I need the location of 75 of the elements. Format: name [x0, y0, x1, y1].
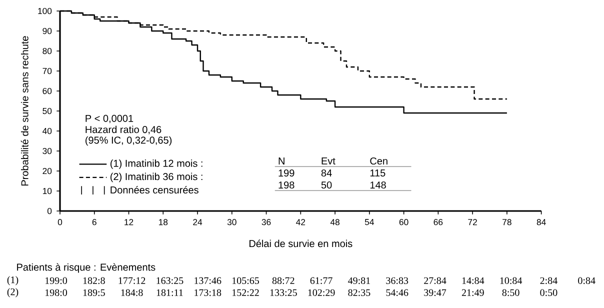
text: (2)	[7, 288, 18, 298]
x-tick-label: 42	[296, 219, 306, 226]
y-tick-label: 60	[42, 88, 52, 94]
text: 54:46	[386, 289, 408, 296]
text: 36:83	[386, 277, 408, 284]
text: 14:84	[462, 277, 484, 284]
text: 8:50	[502, 289, 520, 296]
annotation: Données censurées	[110, 186, 198, 194]
annotation: 84	[321, 169, 332, 177]
x-tick-label: 36	[262, 219, 271, 226]
y-tick-label: 30	[42, 148, 52, 154]
text: 88:72	[272, 277, 294, 284]
text: (1)	[7, 276, 18, 286]
legend-label: (2) Imatinib 36 mois :	[110, 172, 202, 182]
text: 152:22	[232, 289, 259, 296]
annotation: Cen	[370, 157, 388, 165]
text: 21:49	[462, 289, 484, 296]
text: 2:84	[540, 277, 558, 284]
text: 199:0	[45, 277, 68, 284]
x-axis-title: Délai de survie en mois	[250, 240, 352, 248]
annotation: P < 0,0001	[86, 114, 134, 124]
x-tick-label: 48	[330, 219, 340, 226]
text: 49:81	[348, 277, 370, 284]
text: 105:65	[232, 277, 259, 284]
y-tick-label: 10	[42, 188, 52, 194]
text: 189:5	[83, 289, 105, 296]
text: 177:12	[118, 277, 146, 284]
text: 181:11	[156, 289, 183, 296]
text: 0:50	[540, 289, 558, 296]
x-tick-label: 6	[92, 219, 96, 226]
x-tick-label: 18	[158, 219, 168, 226]
text: 27:84	[424, 277, 446, 284]
text: 133:25	[270, 289, 297, 296]
x-tick-label: 72	[468, 219, 477, 226]
text: 82:35	[348, 289, 370, 296]
y-tick-label: 20	[42, 168, 52, 174]
text: 102:29	[308, 289, 335, 296]
x-tick-label: 78	[502, 219, 512, 226]
text: 182:8	[83, 277, 105, 284]
y-tick-label: 40	[42, 128, 52, 134]
annotation: 199	[278, 169, 294, 177]
y-axis-title: Probabilité de survie sans rechute	[20, 36, 28, 186]
annotation: N	[278, 158, 284, 164]
x-tick-label: 84	[536, 219, 546, 226]
text: 39:47	[424, 289, 446, 296]
x-tick-label: 24	[193, 219, 202, 226]
x-tick-label: 12	[124, 219, 134, 226]
x-tick-label: 60	[399, 219, 408, 226]
text: 173:18	[194, 289, 222, 296]
text: 184:8	[121, 289, 143, 296]
y-tick-label: 90	[42, 28, 52, 34]
y-tick-label: 80	[42, 48, 52, 54]
annotation: Evt	[322, 158, 336, 164]
text: 137:46	[194, 277, 222, 284]
y-tick-label: 50	[42, 108, 52, 114]
annotation: 115	[370, 170, 386, 176]
x-tick-label: 66	[434, 219, 443, 226]
annotation: (95% IC, 0,32-0,65)	[86, 136, 172, 146]
text: 61:77	[310, 277, 332, 284]
legend-label: (1) Imatinib 12 mois :	[110, 160, 202, 169]
y-tick-label: 70	[42, 68, 52, 74]
text: Patients à risque : Evènements	[17, 263, 156, 273]
x-tick-label: 0	[58, 219, 62, 226]
y-tick-label: 0	[47, 208, 52, 214]
text: 163:25	[156, 277, 184, 284]
text: 0:84	[578, 277, 596, 284]
y-tick-label: 100	[38, 8, 52, 14]
text: 198:0	[45, 289, 68, 296]
x-tick-label: 30	[227, 219, 236, 226]
annotation: 50	[321, 181, 332, 189]
annotation: Hazard ratio 0,46	[86, 126, 162, 134]
x-tick-label: 54	[364, 219, 374, 226]
annotation: 148	[370, 181, 386, 189]
text: 10:84	[500, 277, 522, 284]
annotation: 198	[278, 181, 294, 189]
